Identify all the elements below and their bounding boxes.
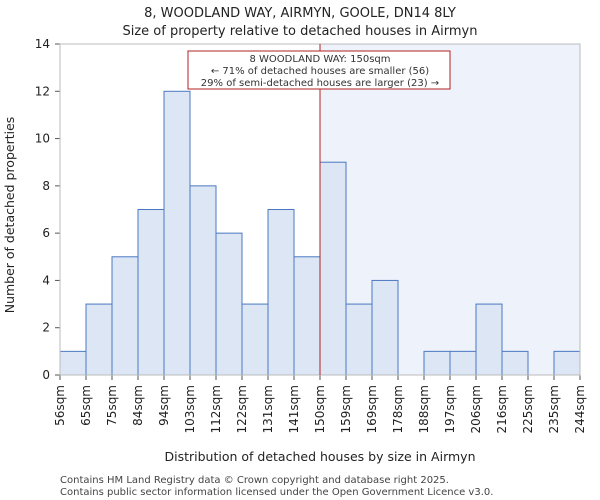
bar-197sqm (449, 350, 477, 376)
annotation-line-3: 29% of semi-detached houses are larger (… (201, 78, 439, 89)
x-tick-label: 94sqm (157, 385, 171, 426)
bar-131sqm (267, 209, 295, 376)
y-tick-label: 8 (42, 179, 50, 193)
x-tick-label: 122sqm (235, 385, 249, 433)
bar-group (59, 90, 581, 376)
chart-title: 8, WOODLAND WAY, AIRMYN, GOOLE, DN14 8LY (144, 6, 456, 21)
bar-84sqm (137, 209, 165, 376)
x-tick-label: 103sqm (183, 385, 197, 433)
bar-65sqm (85, 303, 113, 376)
x-tick-label: 75sqm (105, 385, 119, 426)
x-tick-label: 159sqm (339, 385, 353, 433)
x-tick-label: 131sqm (261, 385, 275, 433)
x-tick-label: 244sqm (573, 385, 587, 433)
bar-75sqm (111, 256, 139, 376)
y-tick-label: 2 (42, 321, 50, 335)
y-tick-label: 4 (42, 273, 50, 287)
bar-216sqm (501, 350, 529, 376)
bar-94sqm (163, 90, 191, 376)
y-axis-ticks: 0 2 4 6 8 10 12 14 (35, 37, 60, 382)
footer-line-2: Contains public sector information licen… (60, 487, 493, 498)
y-axis-label: Number of detached properties (2, 117, 17, 314)
bar-169sqm (371, 279, 399, 376)
bar-103sqm (189, 185, 217, 376)
x-tick-label: 112sqm (209, 385, 223, 433)
x-tick-label: 65sqm (79, 385, 93, 426)
bar-112sqm (215, 232, 243, 376)
x-tick-label: 235sqm (547, 385, 561, 433)
y-tick-label: 6 (42, 226, 50, 240)
x-tick-label: 206sqm (469, 385, 483, 433)
x-tick-label: 150sqm (313, 385, 327, 433)
x-tick-label: 141sqm (287, 385, 301, 433)
x-axis-ticks: 56sqm 65sqm 75sqm 84sqm 94sqm 103sqm 112sqm 122… (53, 375, 587, 433)
x-axis-label: Distribution of detached houses by size … (164, 449, 475, 464)
annotation-line-2: ← 71% of detached houses are smaller (56… (211, 66, 429, 77)
y-tick-label: 0 (42, 368, 50, 382)
x-tick-label: 56sqm (53, 385, 67, 426)
x-tick-label: 225sqm (521, 385, 535, 433)
x-tick-label: 188sqm (417, 385, 431, 433)
annotation-box: 8 WOODLAND WAY: 150sqm ← 71% of detached… (187, 50, 451, 90)
y-tick-label: 12 (35, 84, 50, 98)
y-tick-label: 14 (35, 37, 50, 51)
annotation-line-1: 8 WOODLAND WAY: 150sqm (250, 54, 391, 65)
x-tick-label: 169sqm (365, 385, 379, 433)
x-tick-label: 178sqm (391, 385, 405, 433)
x-tick-label: 216sqm (495, 385, 509, 433)
y-tick-label: 10 (35, 132, 50, 146)
x-tick-label: 84sqm (131, 385, 145, 426)
bar-159sqm (345, 303, 373, 376)
bar-56sqm (59, 350, 87, 376)
x-tick-label: 197sqm (443, 385, 457, 433)
bar-141sqm (293, 256, 321, 376)
bar-206sqm (475, 303, 503, 376)
bar-122sqm (241, 303, 269, 376)
footer-line-1: Contains HM Land Registry data © Crown c… (60, 475, 449, 486)
bar-235sqm (553, 350, 581, 376)
bar-188sqm (423, 350, 451, 376)
chart-subtitle: Size of property relative to detached ho… (122, 24, 477, 39)
bar-150sqm (319, 161, 347, 376)
